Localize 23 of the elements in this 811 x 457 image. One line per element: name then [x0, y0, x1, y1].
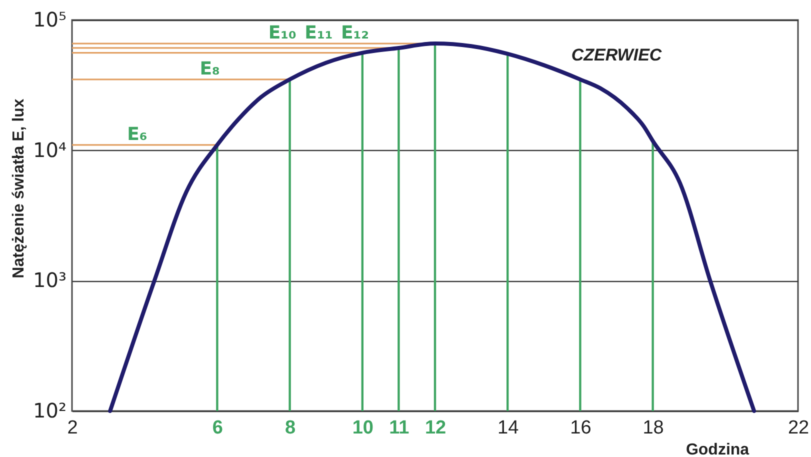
x-tick-label: 16 — [570, 418, 592, 438]
ref-line-label: E₈ — [200, 58, 220, 80]
x-tick-label: 11 — [389, 418, 410, 438]
x-tick-label: 10 — [352, 418, 374, 438]
series-label: CZERWIEC — [571, 46, 662, 65]
x-axis-title: Godzina — [686, 442, 750, 457]
ref-line-label: E₁₂ — [340, 22, 370, 44]
x-tick-label: 14 — [498, 418, 520, 438]
x-tick-label: 2 — [67, 418, 78, 438]
y-tick-label: 10³ — [33, 268, 66, 292]
x-tick-label: 12 — [424, 418, 446, 438]
ref-line-label: E₁₀ — [268, 22, 297, 44]
y-tick-label: 10² — [33, 398, 66, 422]
x-tick-label: 6 — [212, 418, 223, 438]
y-tick-label: 10⁵ — [33, 8, 66, 32]
ref-line-label: E₁₁ — [304, 22, 333, 44]
x-tick-label: 8 — [285, 418, 296, 438]
line-series — [108, 42, 756, 413]
x-tick-label: 18 — [642, 418, 664, 438]
y-tick-label: 10⁴ — [33, 138, 66, 162]
y-axis-title: Natężenie światła E, lux — [10, 98, 28, 278]
ref-line-label: E₆ — [127, 124, 148, 145]
x-tick-label: 22 — [788, 418, 810, 438]
